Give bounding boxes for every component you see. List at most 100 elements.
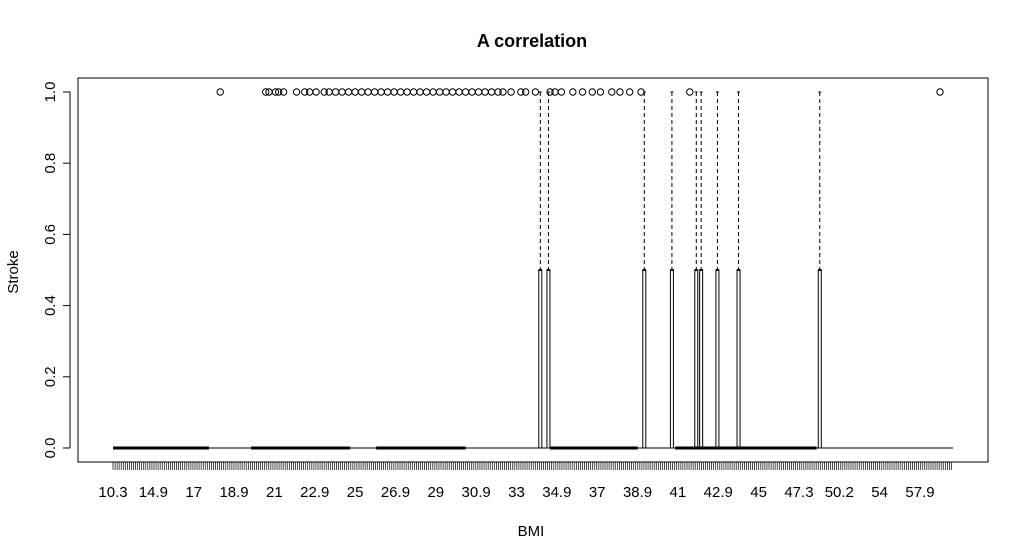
x-tick-label: 34.9 — [542, 484, 571, 501]
outlier-point — [507, 88, 515, 96]
box — [715, 269, 720, 449]
outlier-point — [429, 88, 437, 96]
outlier-point — [936, 88, 944, 96]
outlier-point — [377, 88, 385, 96]
outlier-point — [578, 88, 587, 96]
outlier-point — [494, 88, 502, 96]
y-tick-label: 0.4 — [42, 295, 59, 316]
x-tick-label: 45 — [750, 484, 767, 501]
outlier-point — [396, 88, 405, 96]
outlier-point — [312, 88, 320, 96]
outlier-point — [588, 88, 597, 96]
boxes — [538, 91, 822, 449]
x-tick-label: 42.9 — [704, 484, 733, 501]
outlier-point — [279, 88, 288, 96]
outlier-point — [320, 88, 328, 96]
x-axis: 10.3 14.9 17 18.9 21 22.9 25 26.9 29 30.9 33 34.9 37… — [98, 484, 934, 501]
x-tick-label: 37 — [589, 484, 606, 501]
outlier-point — [403, 88, 411, 96]
outlier-point — [637, 88, 645, 96]
y-tick-label: 1.0 — [42, 82, 59, 103]
outlier-point — [551, 88, 559, 96]
outlier-point — [422, 88, 431, 96]
box — [642, 269, 647, 449]
outlier-point — [370, 88, 379, 96]
outlier-point — [301, 88, 309, 96]
y-axis-label: Stroke — [5, 250, 22, 293]
outlier-point — [325, 88, 333, 96]
outlier-point — [686, 88, 694, 96]
x-tick-label: 41 — [670, 484, 687, 501]
outlier-point — [448, 88, 457, 96]
outlier-point — [364, 88, 372, 96]
outlier-point — [390, 88, 398, 96]
x-tick-label: 26.9 — [381, 484, 410, 501]
outlier-point — [557, 88, 566, 96]
outlier-point — [409, 88, 418, 96]
x-tick-label: 25 — [347, 484, 364, 501]
plot-frame — [77, 77, 989, 463]
outlier-point — [616, 88, 624, 96]
box — [546, 269, 551, 449]
x-tick-label: 47.3 — [784, 484, 813, 501]
outlier-point — [357, 88, 366, 96]
x-rug-ticks — [112, 462, 952, 470]
outlier-point — [474, 88, 483, 96]
x-tick-label: 57.9 — [905, 484, 934, 501]
outlier-point — [461, 88, 470, 96]
outlier-point — [416, 88, 424, 96]
outlier-points — [216, 88, 944, 96]
outlier-point — [521, 88, 530, 96]
outlier-point — [305, 88, 314, 96]
x-tick-label: 50.2 — [825, 484, 854, 501]
outlier-point — [271, 88, 280, 96]
outlier-point — [383, 88, 392, 96]
y-tick-label: 0.8 — [42, 153, 59, 174]
x-tick-label: 14.9 — [139, 484, 168, 501]
x-tick-label: 17 — [185, 484, 202, 501]
outlier-point — [275, 88, 283, 96]
outlier-point — [455, 88, 463, 96]
x-tick-label: 54 — [871, 484, 888, 501]
x-rug — [112, 462, 952, 470]
x-axis-label: BMI — [518, 523, 545, 540]
y-tick-label: 0.0 — [42, 438, 59, 459]
outlier-point — [608, 88, 616, 96]
box — [669, 269, 674, 449]
x-tick-label: 30.9 — [462, 484, 491, 501]
outlier-point — [351, 88, 359, 96]
outlier-point — [531, 88, 540, 96]
outlier-point — [499, 88, 507, 96]
x-tick-label: 21 — [266, 484, 283, 501]
y-tick-label: 0.6 — [42, 224, 59, 245]
box — [736, 269, 741, 449]
outlier-point — [442, 88, 450, 96]
outlier-point — [262, 88, 270, 96]
x-tick-label: 22.9 — [300, 484, 329, 501]
y-tick-label: 0.2 — [42, 366, 59, 387]
y-axis: 0.0 0.2 0.4 0.6 0.8 1.0 — [42, 82, 71, 459]
outlier-point — [435, 88, 444, 96]
outlier-point — [331, 88, 340, 96]
outlier-point — [517, 88, 525, 96]
x-tick-label: 18.9 — [219, 484, 248, 501]
outlier-point — [216, 88, 224, 96]
outlier-point — [481, 88, 489, 96]
outlier-point — [569, 88, 577, 96]
x-tick-label: 33 — [508, 484, 525, 501]
chart-title: A correlation — [477, 31, 587, 51]
box — [699, 269, 704, 449]
outlier-point — [338, 88, 346, 96]
x-tick-label: 29 — [427, 484, 444, 501]
outlier-point — [468, 88, 476, 96]
x-tick-label: 10.3 — [98, 484, 127, 501]
outlier-point — [625, 88, 634, 96]
outlier-point — [292, 88, 301, 96]
box — [694, 269, 699, 449]
outlier-point — [596, 88, 605, 96]
box — [817, 269, 822, 449]
box — [538, 269, 543, 449]
outlier-point — [487, 88, 496, 96]
